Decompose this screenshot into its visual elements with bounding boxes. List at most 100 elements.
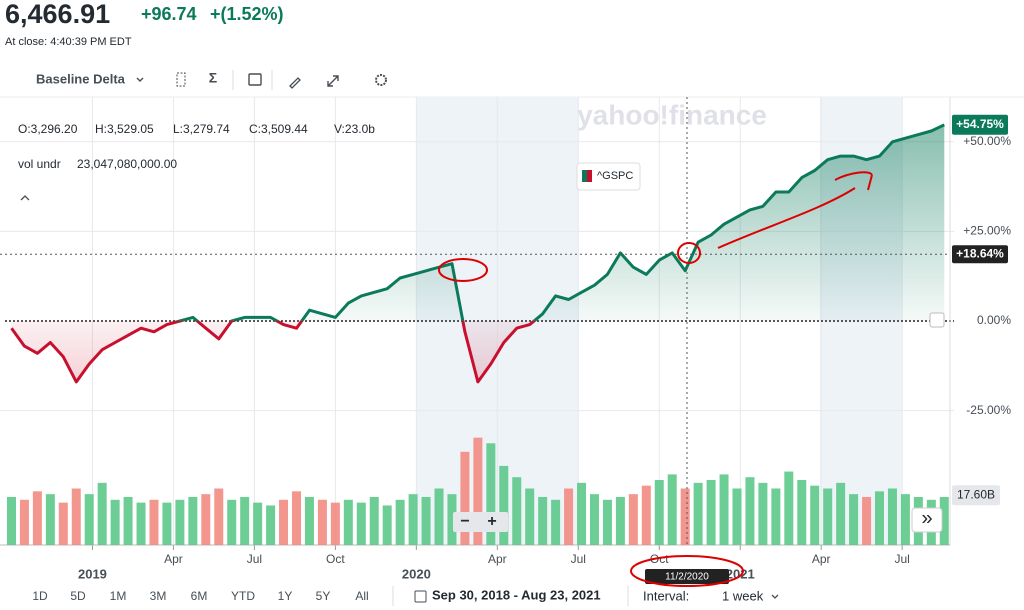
change: +96.74 [141, 4, 197, 24]
volume-bar [628, 494, 638, 545]
range-button[interactable]: All [355, 589, 368, 603]
volume-bar [577, 482, 587, 545]
volume-bar [201, 494, 211, 545]
calendar-icon[interactable] [414, 590, 427, 603]
volume-bar [279, 499, 289, 545]
volume-bar [343, 499, 353, 545]
volume-bar [58, 502, 68, 545]
dropdown-caret [771, 594, 779, 599]
volume-bar [447, 494, 457, 545]
footer: 1D 5D 1M 3M 6M YTD 1Y 5Y All [32, 589, 368, 603]
date-range[interactable]: Sep 30, 2018 - Aug 23, 2021 [432, 587, 601, 602]
range-button[interactable]: 1D [32, 589, 48, 603]
range-button[interactable]: 5D [70, 589, 86, 603]
volume-bar [564, 488, 574, 545]
ohlc-open: O:3,296.20 [18, 122, 78, 136]
volume-bar [849, 494, 859, 545]
volume-bar [784, 471, 794, 545]
volume-bar [823, 488, 833, 545]
volume-bar [486, 443, 496, 545]
volume-bar [149, 499, 159, 545]
range-button[interactable]: 1Y [278, 589, 293, 603]
crosshair-value: +18.64% [956, 246, 1004, 260]
volume-bar [810, 485, 820, 545]
volume-bar [6, 496, 16, 545]
volume-bar [473, 437, 483, 545]
ohlc-high: H:3,529.05 [95, 122, 154, 136]
close-time: At close: 4:40:39 PM EDT [5, 36, 132, 48]
scroll-button[interactable]: » [921, 507, 932, 529]
legend-swatch [582, 170, 587, 182]
annotation [630, 555, 744, 587]
volume-bar [693, 482, 703, 545]
volume-bar [654, 480, 664, 545]
range-button[interactable]: 6M [191, 589, 208, 603]
scale-toggle[interactable] [929, 312, 945, 328]
volume-bar [110, 499, 120, 545]
x-tick-label: 2020 [402, 566, 431, 581]
x-tick-label: Jul [571, 552, 586, 566]
volume-bar [382, 505, 392, 545]
interval[interactable]: 1 week [722, 588, 764, 603]
volume-bar [227, 499, 237, 545]
calendar-icon[interactable] [248, 73, 262, 86]
volume-bar [162, 502, 172, 545]
volume-bar [499, 465, 509, 545]
line [10, 123, 945, 384]
last-value-label: +54.75% [956, 117, 1004, 131]
settings-icon[interactable] [375, 74, 387, 86]
range-button[interactable]: 1M [110, 589, 127, 603]
volume-bar [525, 488, 535, 545]
y-tick-label: +50.00% [963, 134, 1011, 148]
ohlc-low: L:3,279.74 [173, 122, 230, 136]
zoom-box [453, 512, 508, 532]
volume-bar [84, 494, 94, 545]
volume-bar [719, 474, 729, 545]
volume-bar [304, 496, 314, 545]
volume-bar [123, 496, 133, 545]
x-tick-label: Apr [488, 552, 507, 566]
volume-bar [214, 488, 224, 545]
y-tick-label: +25.00% [963, 224, 1011, 238]
volume-bar [45, 494, 55, 545]
volume-bar [434, 488, 444, 545]
volume-bar [19, 499, 29, 545]
volume-bar [240, 496, 250, 545]
volume-bar [667, 474, 677, 545]
range-button[interactable]: 3M [150, 589, 167, 603]
price: 6,466.91 [5, 0, 110, 29]
volume-bar [32, 491, 42, 545]
volume-label-box [952, 485, 1000, 506]
chart-type[interactable]: Baseline Delta [36, 71, 126, 86]
volume-bar [680, 488, 690, 545]
vol-label: vol undr [18, 157, 61, 171]
x-tick-label: Apr [812, 552, 831, 566]
fullscreen-icon[interactable] [327, 75, 339, 87]
volume-bar [862, 496, 872, 545]
crosshair-value-box [952, 245, 1008, 264]
range-button[interactable]: 5Y [316, 589, 331, 603]
crosshair-date: 11/2/2020 [665, 572, 709, 583]
compare-icon[interactable] [176, 72, 186, 87]
volume-bar [745, 477, 755, 545]
volume-bar [136, 502, 146, 545]
zoom-button[interactable]: − [460, 513, 469, 530]
volume-bar [292, 491, 302, 545]
collapse-caret[interactable] [20, 195, 30, 201]
volume-bar [369, 496, 379, 545]
x-tick-label: Jul [895, 552, 910, 566]
watermark: yahoo!finance [577, 99, 767, 130]
indicators-icon[interactable]: Σ [209, 70, 217, 86]
legend-box [576, 162, 641, 191]
volume-label: 17.60B [957, 487, 995, 501]
zoom-button[interactable]: + [487, 513, 496, 530]
volume-bar [356, 502, 366, 545]
legend-swatch [587, 170, 592, 182]
volume-bar [512, 477, 522, 545]
draw-icon[interactable] [289, 77, 301, 89]
volume-bar [875, 491, 885, 545]
volume-bar [602, 499, 612, 545]
x-tick-label: Oct [650, 552, 669, 566]
y-tick-label: 0.00% [977, 313, 1011, 327]
range-button[interactable]: YTD [231, 589, 255, 603]
